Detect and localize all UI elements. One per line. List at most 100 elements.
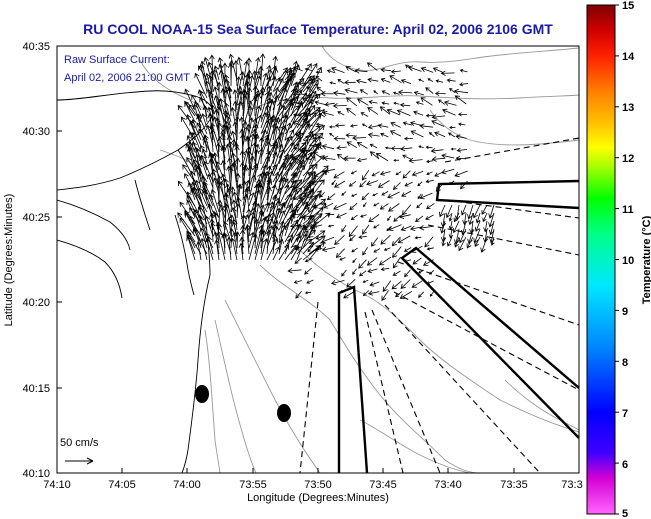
current-vector [306, 86, 315, 93]
current-vector [205, 215, 214, 237]
current-vector [425, 179, 434, 184]
current-vector [290, 60, 299, 81]
current-vector [272, 76, 281, 93]
current-vector [418, 145, 424, 149]
current-vector [308, 244, 322, 261]
current-vector [392, 246, 402, 258]
current-vector [373, 202, 380, 207]
plot-background [57, 46, 579, 473]
colorbar-tick-label: 6 [622, 459, 628, 471]
current-vector [341, 224, 347, 233]
current-vector [312, 151, 324, 160]
current-vector [305, 157, 312, 161]
current-vector [265, 141, 272, 171]
colorbar-tick-label: 14 [622, 51, 635, 63]
current-vector [356, 142, 368, 149]
current-vector [228, 53, 238, 81]
current-vector [341, 191, 347, 196]
current-vector [459, 68, 468, 73]
current-vector [192, 159, 208, 183]
current-vector [244, 91, 250, 117]
current-vector [454, 236, 460, 248]
current-vector [302, 111, 313, 117]
current-vector [245, 136, 251, 165]
current-vector [358, 259, 367, 269]
current-vector [440, 70, 455, 76]
current-vector [229, 186, 236, 213]
current-vector [201, 148, 208, 165]
current-vector [411, 170, 424, 177]
current-vector [209, 122, 220, 147]
x-tick-label: 73:3 [561, 479, 582, 491]
current-vector [431, 156, 445, 162]
current-vector [329, 133, 335, 137]
current-vector [296, 164, 306, 183]
current-vector [369, 281, 380, 287]
current-vector [392, 91, 400, 95]
current-vector [388, 224, 402, 231]
current-vector [333, 202, 347, 210]
current-vector [417, 193, 422, 200]
current-vector [426, 247, 434, 251]
current-vector [234, 145, 240, 164]
current-vector [466, 236, 474, 249]
current-vector [199, 155, 208, 177]
current-vector [366, 257, 378, 266]
current-vector [389, 75, 402, 84]
current-vector [290, 224, 302, 243]
current-vector [308, 190, 322, 207]
current-vector [248, 231, 255, 249]
beam-line [384, 304, 541, 473]
current-vector [302, 151, 313, 171]
current-vector [392, 182, 401, 190]
current-vector [379, 203, 389, 210]
current-vector [307, 171, 313, 175]
current-vector [356, 157, 367, 163]
current-vector [427, 78, 434, 82]
current-vector [289, 223, 302, 229]
current-vector [333, 90, 346, 97]
current-vector [380, 132, 389, 138]
beam-line [444, 137, 579, 163]
current-vector [339, 257, 346, 261]
current-vector [389, 130, 402, 137]
current-vector [330, 66, 345, 73]
current-vector [371, 171, 380, 177]
current-vector [296, 201, 309, 225]
y-tick-label: 40:10 [22, 468, 50, 480]
current-vector [228, 228, 235, 249]
current-vector [258, 209, 265, 225]
colorbar-tick-label: 12 [622, 153, 634, 165]
current-vector [234, 115, 241, 141]
current-vector [304, 223, 313, 230]
current-vector [186, 199, 196, 219]
current-vector [368, 100, 378, 105]
current-vector [432, 67, 444, 73]
current-vector [298, 192, 312, 200]
current-vector [224, 102, 232, 123]
current-vector [272, 171, 280, 195]
current-vector [429, 291, 434, 297]
current-vector [266, 98, 275, 129]
current-vector [308, 66, 322, 93]
current-vector [200, 237, 208, 261]
radar-beams [299, 137, 579, 473]
current-vector [425, 214, 434, 220]
current-vector [431, 114, 446, 120]
current-vector [215, 142, 222, 165]
current-vector [272, 118, 280, 141]
current-vector [375, 153, 389, 162]
current-vector [357, 98, 369, 106]
y-tick-label: 40:15 [22, 383, 50, 395]
current-vector [411, 280, 423, 288]
current-vector [230, 152, 238, 183]
current-vector [236, 197, 244, 225]
current-vector [308, 179, 325, 201]
current-vector [192, 186, 208, 213]
current-vector [321, 144, 335, 150]
beam-line [397, 261, 579, 326]
current-vector [388, 203, 400, 212]
current-vector [402, 154, 412, 160]
current-vector [301, 214, 313, 220]
